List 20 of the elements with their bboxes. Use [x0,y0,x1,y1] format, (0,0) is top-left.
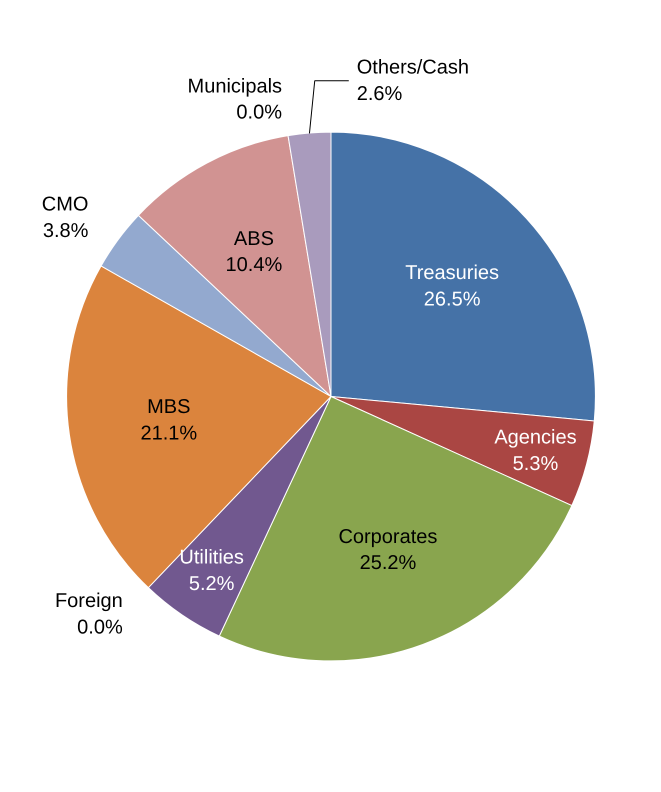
slice-label: ABS [234,228,274,250]
data-label: 21.1% [140,422,198,444]
slice-label: MBS [147,396,190,418]
data-label: 5.2% [188,573,235,596]
data-label: 5.3% [512,452,558,475]
slice-label: Others/Cash [356,56,469,79]
slice-label: Corporates [338,526,438,548]
text: 0.0% [77,616,123,638]
data-label: 26.5% [424,288,481,310]
data-label: 3.8% [42,220,89,242]
text: 0.0% [236,102,282,124]
slice-label: Agencies [494,426,577,448]
data-label: 2.6% [356,82,403,105]
category-label: Municipals [188,75,282,98]
slice-label: Utilities [179,546,244,569]
slice-label: CMO [42,194,88,216]
slice-label: Treasuries [405,262,500,284]
category-label: Foreign [54,590,123,612]
data-label: 10.4% [226,254,282,276]
data-label: 25.2% [360,552,416,574]
